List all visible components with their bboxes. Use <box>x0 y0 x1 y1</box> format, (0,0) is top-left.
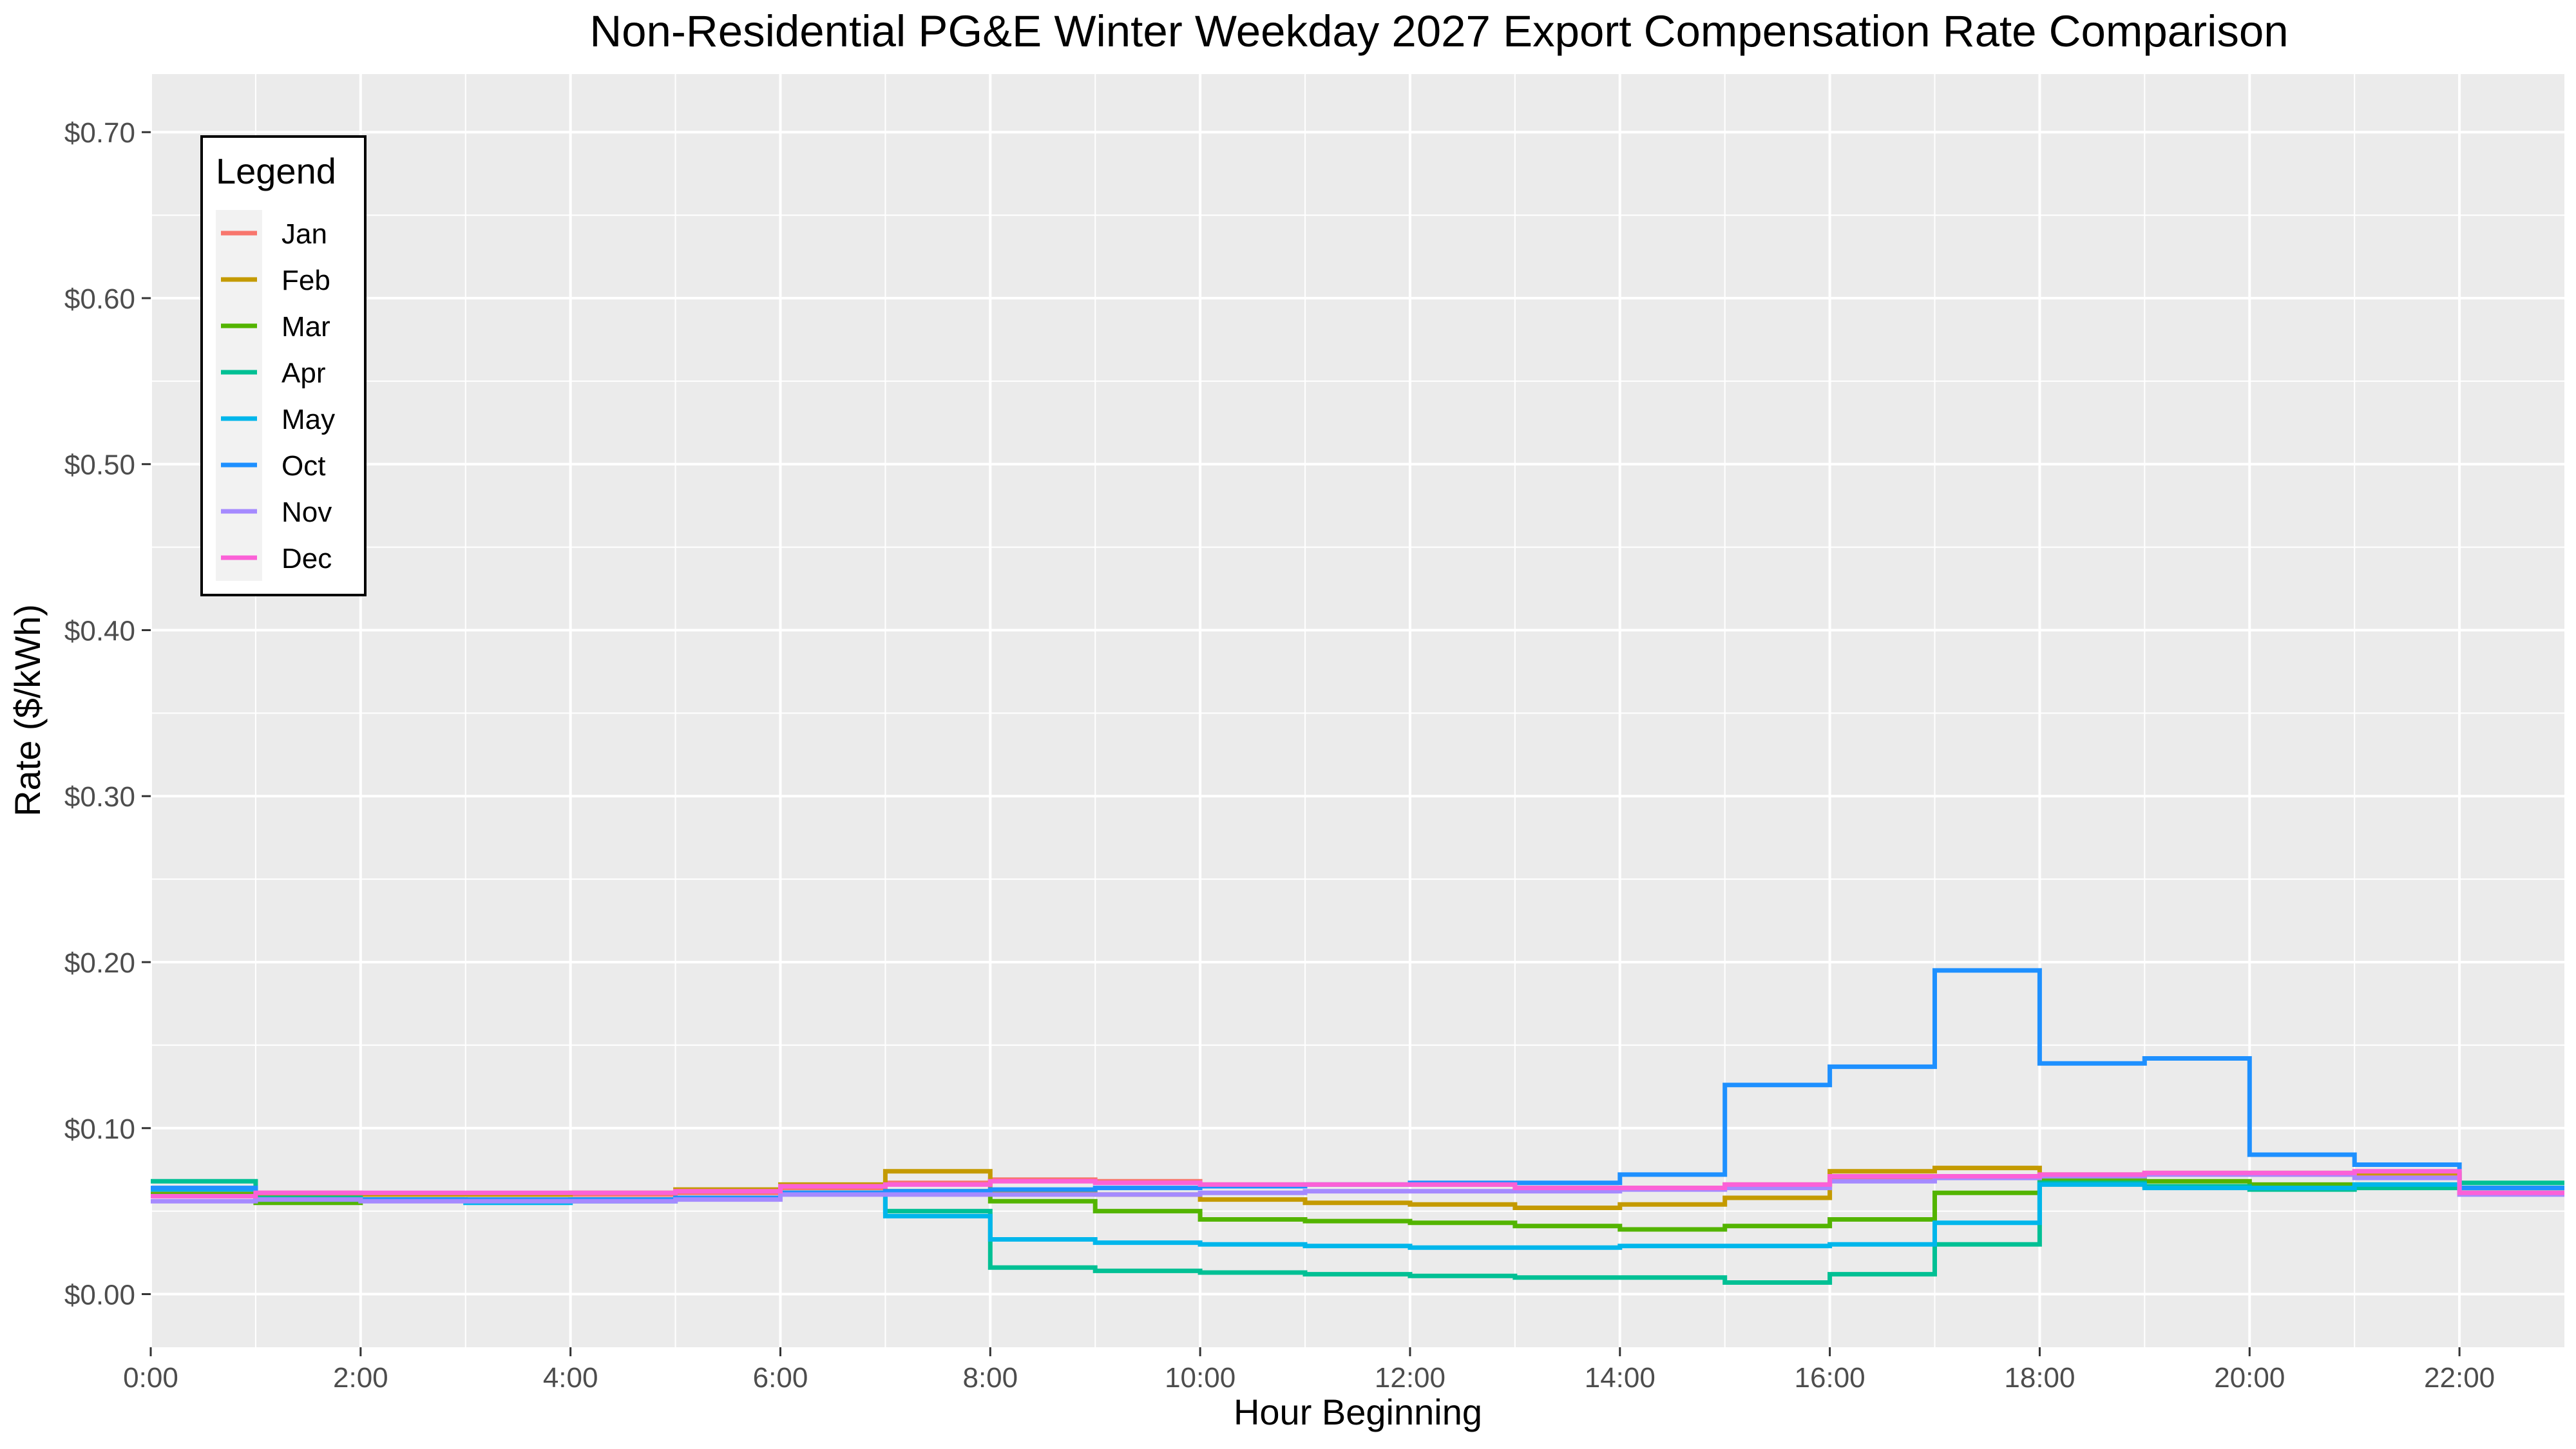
x-tick-label: 20:00 <box>2214 1362 2285 1394</box>
x-tick-label: 6:00 <box>753 1362 808 1394</box>
legend-label-apr: Apr <box>281 357 325 389</box>
x-tick-label: 14:00 <box>1585 1362 1655 1394</box>
series-lines <box>151 968 2564 1285</box>
legend-label-feb: Feb <box>281 265 330 296</box>
legend-label-dec: Dec <box>281 543 332 574</box>
x-tick-label: 0:00 <box>123 1362 178 1394</box>
x-tick-label: 18:00 <box>2004 1362 2075 1394</box>
grid <box>149 74 2564 1347</box>
legend-title: Legend <box>216 151 336 191</box>
x-tick-label: 4:00 <box>543 1362 598 1394</box>
legend: Legend Jan Feb Mar Apr May Oct Nov Dec <box>200 135 367 596</box>
legend-label-nov: Nov <box>281 497 332 528</box>
x-tick-label: 8:00 <box>962 1362 1018 1394</box>
y-tick-label: $0.50 <box>64 450 135 481</box>
y-tick-label: $0.40 <box>64 615 135 647</box>
chart-title: Non-Residential PG&E Winter Weekday 2027… <box>589 6 2288 56</box>
legend-label-mar: Mar <box>281 311 330 343</box>
y-tick-label: $0.00 <box>64 1280 135 1311</box>
x-tick-label: 12:00 <box>1375 1362 1445 1394</box>
plot-panel <box>151 74 2564 1347</box>
legend-label-oct: Oct <box>281 450 325 482</box>
series-line-dec <box>151 1169 2564 1198</box>
legend-label-jan: Jan <box>281 218 327 250</box>
x-tick-label: 22:00 <box>2424 1362 2495 1394</box>
axes: 0:00 2:00 4:00 6:00 8:00 10:00 12:00 14:00 16:00… <box>64 117 2495 1394</box>
y-tick-label: $0.60 <box>64 283 135 315</box>
x-tick-label: 2:00 <box>333 1362 388 1394</box>
y-axis-title: Rate ($/kWh) <box>7 604 48 817</box>
legend-label-may: May <box>281 404 335 435</box>
y-tick-label: $0.10 <box>64 1113 135 1145</box>
x-tick-label: 16:00 <box>1795 1362 1865 1394</box>
y-tick-label: $0.20 <box>64 947 135 979</box>
x-tick-label: 10:00 <box>1165 1362 1236 1394</box>
y-tick-label: $0.30 <box>64 781 135 813</box>
x-axis-title: Hour Beginning <box>1234 1392 1482 1432</box>
y-tick-label: $0.70 <box>64 117 135 149</box>
